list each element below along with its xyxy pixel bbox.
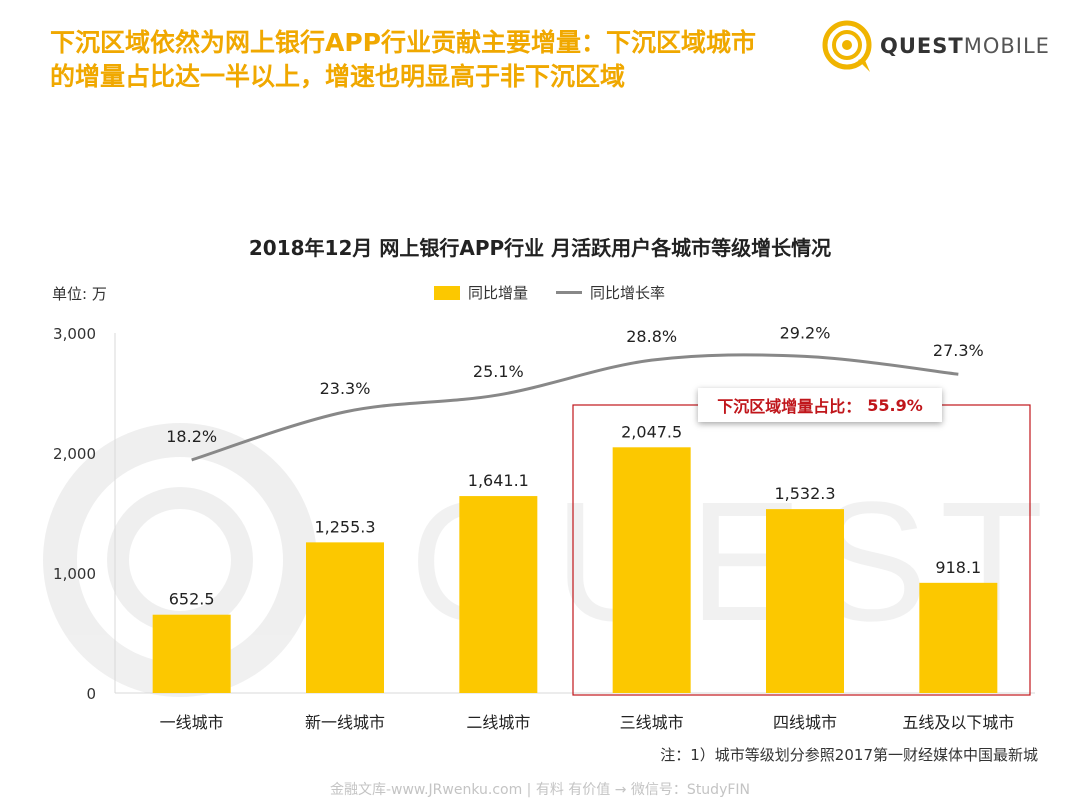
headline-line-2: 的增量占比达一半以上，增速也明显高于非下沉区域	[50, 62, 626, 91]
line-value-label: 25.1%	[473, 362, 524, 381]
bar-value-label: 1,532.3	[774, 484, 835, 503]
questmobile-logo: QUESTMOBILE	[818, 16, 1050, 76]
headline-line-1: 下沉区域依然为网上银行APP行业贡献主要增量：下沉区域城市	[50, 28, 756, 57]
bar-value-label: 652.5	[169, 590, 215, 609]
callout-label: 下沉区域增量占比：	[717, 397, 862, 416]
chart-title: 2018年12月 网上银行APP行业 月活跃用户各城市等级增长情况	[248, 236, 832, 260]
legend-label-bar: 同比增量	[468, 284, 529, 302]
bar-value-label: 2,047.5	[621, 422, 682, 441]
chart-legend: 同比增量 同比增长率	[434, 282, 665, 303]
brand-name-part-2: MOBILE	[963, 34, 1050, 58]
unit-label: 单位: 万	[52, 285, 107, 303]
legend-line-swatch	[556, 291, 583, 294]
bar	[612, 447, 691, 693]
questmobile-logo-icon	[822, 20, 872, 72]
line-value-label: 29.2%	[780, 323, 831, 342]
line-value-label: 18.2%	[166, 427, 217, 446]
y-tick-label: 1,000	[53, 565, 96, 583]
bar	[919, 582, 998, 693]
bar	[306, 542, 384, 693]
x-tick-label: 一线城市	[160, 713, 224, 732]
line-value-label: 28.8%	[626, 327, 677, 346]
source-footer: 金融文库-www.JRwenku.com | 有料 有价值 → 微信号：Stud…	[329, 782, 751, 798]
x-tick-label: 新一线城市	[305, 713, 385, 732]
y-tick-label: 3,000	[53, 325, 96, 343]
x-tick-label: 四线城市	[773, 713, 837, 732]
growth-rate-line	[191, 353, 959, 462]
brand-name-part-1: QUEST	[880, 34, 964, 58]
x-tick-label: 五线及以下城市	[902, 713, 1014, 732]
y-tick-label: 2,000	[53, 445, 96, 463]
y-tick-label: 0	[86, 685, 96, 703]
x-tick-label: 三线城市	[620, 713, 684, 732]
bar	[766, 509, 844, 693]
line-value-label: 23.3%	[320, 379, 371, 398]
bar-value-label: 1,255.3	[314, 517, 375, 536]
bar	[459, 496, 538, 693]
x-tick-label: 二线城市	[466, 713, 530, 732]
bar	[152, 614, 231, 693]
legend-bar-swatch	[434, 285, 460, 300]
callout-box: 下沉区域增量占比： 55.9%	[698, 388, 942, 422]
bar-value-label: 918.1	[935, 558, 981, 577]
headline: 下沉区域依然为网上银行APP行业贡献主要增量：下沉区域城市 的增量占比达一半以上…	[50, 26, 820, 94]
line-value-label: 27.3%	[933, 341, 984, 360]
brand-name: QUESTMOBILE	[880, 34, 1050, 58]
legend-label-line: 同比增长率	[590, 284, 666, 302]
bar-value-label: 1,641.1	[468, 471, 529, 490]
callout-value: 55.9%	[867, 395, 923, 415]
footnote: 注：1）城市等级划分参照2017第一财经媒体中国最新城	[660, 746, 1038, 764]
